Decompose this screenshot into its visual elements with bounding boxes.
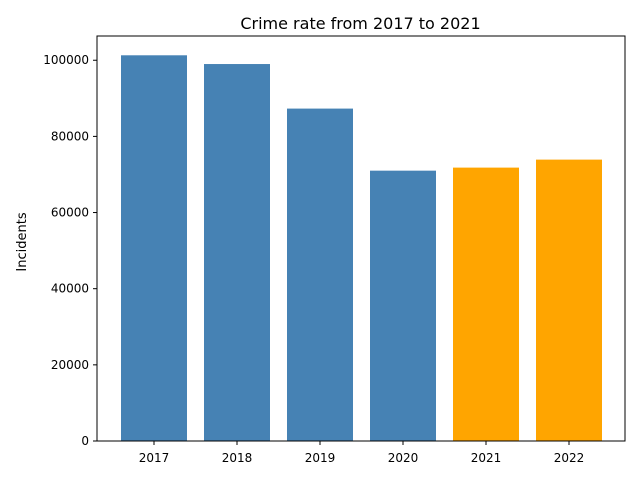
y-tick-label: 80000 bbox=[51, 129, 89, 143]
y-axis-label: Incidents bbox=[15, 212, 30, 271]
chart-title: Crime rate from 2017 to 2021 bbox=[240, 14, 480, 33]
x-tick-label: 2020 bbox=[388, 451, 419, 465]
y-tick-label: 20000 bbox=[51, 358, 89, 372]
y-tick-label: 40000 bbox=[51, 282, 89, 296]
x-tick-label: 2022 bbox=[554, 451, 585, 465]
bar-2021 bbox=[453, 167, 519, 442]
x-tick-label: 2021 bbox=[471, 451, 502, 465]
x-tick-label: 2017 bbox=[139, 451, 170, 465]
bar-2017 bbox=[121, 55, 187, 441]
y-tick-label: 0 bbox=[81, 434, 89, 448]
x-axis-ticks: 2017 2018 2019 2020 2021 2022 bbox=[139, 441, 585, 465]
x-tick-label: 2019 bbox=[305, 451, 336, 465]
bar-2019 bbox=[287, 108, 353, 441]
y-axis-ticks: 0 20000 40000 60000 80000 100000 bbox=[43, 53, 97, 448]
bar-2020 bbox=[370, 170, 436, 441]
y-tick-label: 60000 bbox=[51, 206, 89, 220]
bar-2018 bbox=[204, 64, 270, 441]
bars-layer bbox=[121, 55, 602, 442]
x-tick-label: 2018 bbox=[222, 451, 253, 465]
bar-2022 bbox=[536, 159, 602, 441]
y-tick-label: 100000 bbox=[43, 53, 89, 67]
plot-area-frame bbox=[96, 35, 626, 442]
